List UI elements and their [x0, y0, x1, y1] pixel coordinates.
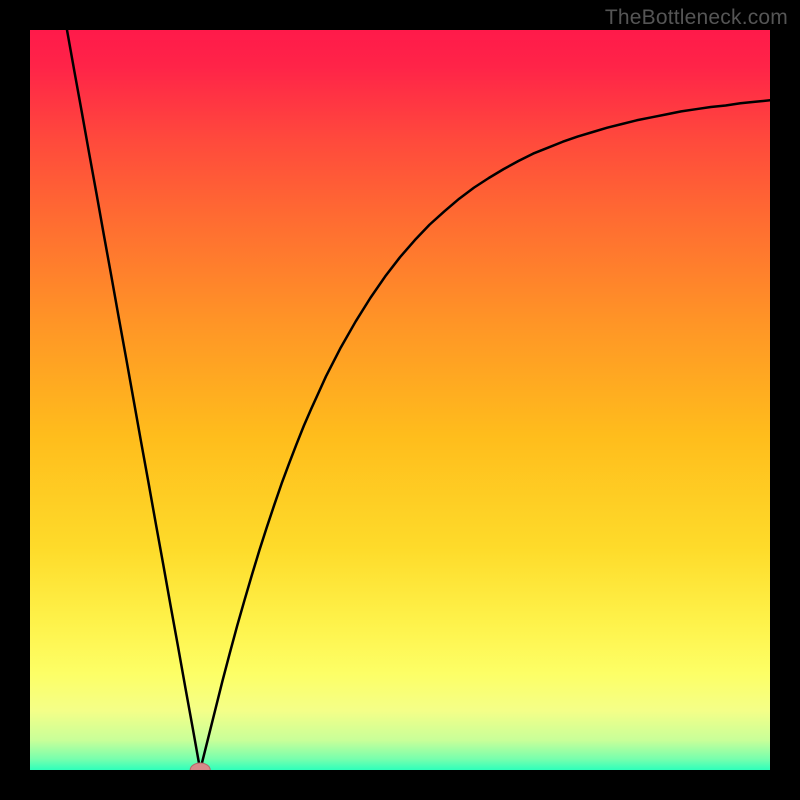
bottleneck-chart [0, 0, 800, 800]
gradient-background [30, 30, 770, 770]
chart-container: TheBottleneck.com [0, 0, 800, 800]
watermark-label: TheBottleneck.com [605, 6, 788, 30]
